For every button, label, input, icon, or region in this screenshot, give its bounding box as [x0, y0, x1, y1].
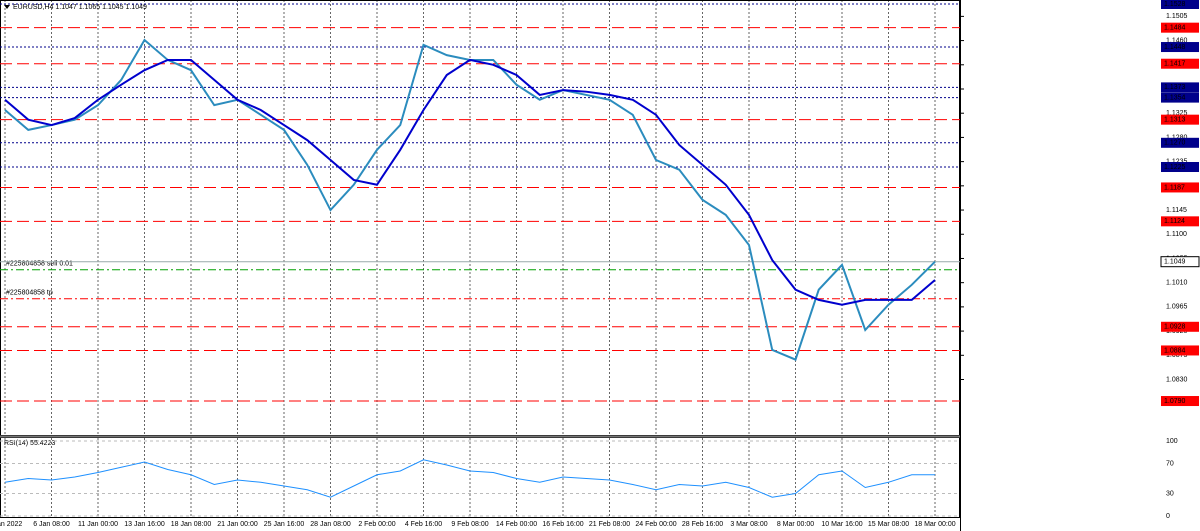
red-level-label: 1.0884 [1164, 347, 1186, 354]
price-series [4, 38, 936, 361]
red-level-box [1161, 58, 1199, 69]
blue-level-box [1161, 162, 1199, 173]
x-tick-label: 18 Jan 08:00 [171, 521, 212, 528]
red-level-label: 1.1484 [1164, 25, 1186, 32]
blue-level-box [1161, 42, 1199, 53]
y-tick-label: 1.1100 [1166, 231, 1187, 238]
y-tick-label: 1.1460 [1166, 37, 1188, 44]
y-tick-label: 1.1145 [1166, 207, 1187, 214]
blue-level-label: 1.1225 [1164, 164, 1186, 171]
y-tick-label: 1.1325 [1166, 110, 1188, 117]
menu-arrow[interactable] [4, 5, 10, 9]
y-tick-label: 1.1235 [1166, 158, 1188, 165]
y-tick-label: 1.1505 [1166, 13, 1188, 20]
x-tick-label: 6 Jan 08:00 [33, 521, 70, 528]
x-tick-label: 4 Feb 16:00 [405, 521, 442, 528]
red-level-box [1161, 321, 1199, 332]
blue-level-label: 1.1270 [1164, 140, 1186, 147]
red-level-label: 1.1417 [1164, 61, 1186, 68]
rsi-line [4, 459, 935, 498]
y-tick-label: 1.1280 [1166, 134, 1188, 141]
red-level-label: 1.1124 [1164, 218, 1185, 225]
x-tick-label: 11 Jan 00:00 [78, 521, 118, 528]
x-tick-label: 16 Feb 16:00 [542, 521, 583, 528]
order-label: #225804858 sell 0.01 [6, 261, 73, 268]
y-tick-label: 1.0965 [1166, 304, 1188, 311]
price-label: 1.1049 [1164, 259, 1186, 266]
red-level-label: 1.1187 [1164, 184, 1185, 191]
blue-level-label: 1.1528 [1164, 1, 1186, 8]
x-tick-label: 3 Jan 2022 [0, 521, 22, 528]
red-level-box [1161, 22, 1199, 33]
rsi-label: RSI(14) 55.4223 [4, 440, 55, 447]
x-tick-label: 15 Mar 08:00 [868, 521, 909, 528]
x-tick-label: 10 Mar 16:00 [821, 521, 862, 528]
x-tick-label: 13 Jan 16:00 [124, 521, 165, 528]
x-tick-label: 21 Jan 00:00 [217, 521, 258, 528]
x-tick-label: 28 Feb 16:00 [682, 521, 723, 528]
x-tick-label: 2 Feb 00:00 [358, 521, 395, 528]
x-tick-label: 18 Mar 00:00 [914, 521, 955, 528]
x-tick-label: 28 Jan 08:00 [310, 521, 351, 528]
rsi-tick-label: 70 [1166, 460, 1174, 467]
x-tick-label: 3 Mar 08:00 [730, 521, 767, 528]
red-level-box [1161, 345, 1199, 356]
blue-level-box [1161, 137, 1199, 148]
x-tick-label: 9 Feb 08:00 [451, 521, 488, 528]
blue-level-label: 1.1354 [1164, 94, 1186, 101]
red-level-label: 1.0928 [1164, 324, 1186, 331]
x-tick-label: 8 Mar 00:00 [777, 521, 814, 528]
rsi-tick-label: 0 [1166, 513, 1170, 520]
chart-title: EURUSD,H4 1.1047 1.1065 1.1045 1.1049 [13, 4, 147, 11]
red-level-label: 1.0790 [1164, 398, 1186, 405]
x-tick-label: 25 Jan 16:00 [264, 521, 305, 528]
rsi-tick-label: 30 [1166, 490, 1174, 497]
red-level-box [1161, 114, 1199, 125]
x-tick-label: 24 Feb 00:00 [635, 521, 676, 528]
red-level-box [1161, 182, 1199, 193]
y-tick-label: 1.0830 [1166, 376, 1188, 383]
blue-level-box [1161, 92, 1199, 103]
red-level-box [1161, 216, 1199, 227]
order-label: #225804858 tp [6, 290, 53, 297]
x-tick-label: 21 Feb 08:00 [589, 521, 630, 528]
rsi-tick-label: 100 [1166, 438, 1178, 445]
blue-level-box [1161, 82, 1199, 93]
red-level-box [1161, 396, 1199, 407]
blue-level-label: 1.1373 [1164, 84, 1186, 91]
red-level-label: 1.1313 [1164, 117, 1186, 124]
price-series [4, 58, 936, 306]
blue-level-label: 1.1448 [1164, 44, 1186, 51]
blue-level-box [1161, 0, 1199, 9]
x-tick-label: 14 Feb 00:00 [496, 521, 537, 528]
y-tick-label: 1.0875 [1166, 352, 1188, 359]
y-tick-label: 1.1010 [1166, 280, 1188, 287]
price-box [1160, 256, 1200, 268]
